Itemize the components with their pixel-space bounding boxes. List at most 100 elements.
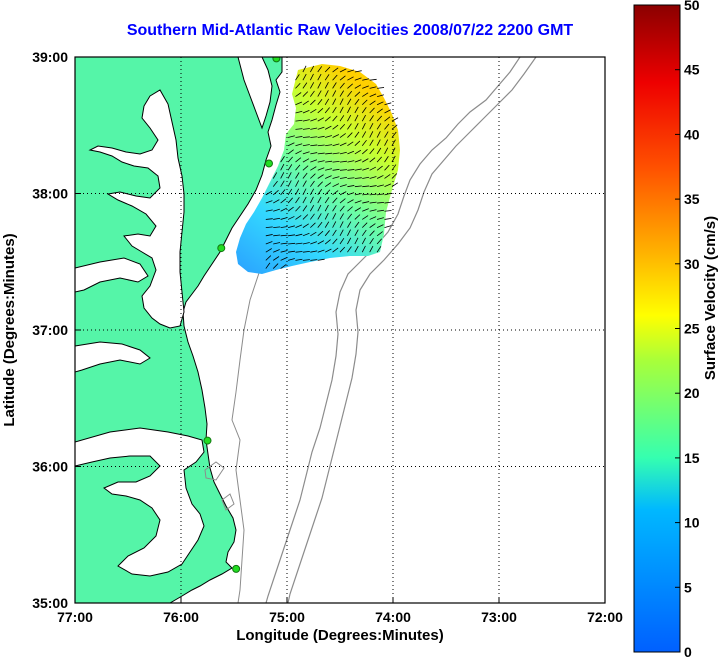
hf-radar-station: [203, 436, 212, 445]
velocity-arrow: [265, 226, 273, 229]
velocity-arrow: [324, 175, 332, 179]
velocity-arrow: [310, 144, 318, 147]
velocity-arrow: [376, 217, 384, 220]
velocity-arrow: [332, 190, 339, 196]
velocity-arrow: [361, 131, 367, 138]
velocity-arrow: [332, 74, 338, 81]
velocity-arrow: [339, 205, 345, 212]
velocity-arrow: [354, 214, 361, 220]
velocity-arrow: [347, 177, 355, 179]
velocity-arrow: [391, 124, 398, 130]
velocity-arrow: [280, 242, 288, 245]
velocity-arrow: [347, 132, 353, 138]
velocity-arrow: [339, 123, 346, 130]
velocity-arrow: [369, 209, 377, 212]
velocity-arrow: [272, 256, 280, 261]
velocity-arrow: [273, 249, 280, 253]
velocity-arrow: [325, 152, 333, 155]
velocity-arrow: [310, 222, 316, 228]
velocity-arrow: [369, 131, 374, 138]
velocity-arrow: [332, 238, 338, 245]
velocity-arrow: [265, 200, 273, 204]
velocity-arrow: [317, 174, 324, 179]
velocity-arrow: [310, 231, 317, 237]
velocity-arrow: [332, 161, 340, 163]
velocity-arrow: [309, 65, 315, 73]
velocity-arrow: [332, 197, 338, 204]
velocity-arrow: [391, 131, 397, 138]
y-tick-label: 37:00: [32, 322, 68, 338]
velocity-arrow: [339, 82, 345, 89]
velocity-arrow: [369, 157, 376, 163]
velocity-arrow: [354, 168, 362, 171]
velocity-arrow: [324, 107, 330, 114]
velocity-arrow: [265, 248, 272, 253]
x-tick-label: 77:00: [57, 609, 93, 625]
velocity-arrow: [295, 242, 303, 245]
velocity-arrow: [376, 131, 381, 138]
velocity-arrow: [310, 159, 318, 163]
velocity-arrow: [332, 168, 340, 171]
velocity-arrow: [317, 258, 325, 261]
hf-radar-station: [264, 159, 273, 168]
velocity-arrow: [369, 107, 375, 114]
velocity-arrow: [272, 172, 278, 179]
velocity-arrow: [347, 160, 355, 163]
velocity-arrow: [324, 230, 330, 237]
velocity-arrow: [362, 92, 369, 97]
x-axis-label: Longitude (Degrees:Minutes): [236, 627, 444, 644]
velocity-arrow: [369, 237, 374, 245]
velocity-arrow: [347, 114, 352, 122]
velocity-arrow: [310, 99, 316, 106]
velocity-arrow: [309, 213, 315, 220]
velocity-arrow: [295, 74, 300, 81]
velocity-arrow: [317, 98, 323, 106]
velocity-arrow: [295, 119, 303, 122]
velocity-arrow: [369, 216, 377, 220]
velocity-arrow: [302, 151, 310, 155]
velocity-arrow: [369, 100, 376, 106]
velocity-arrow: [377, 201, 385, 204]
velocity-arrow: [339, 75, 346, 81]
velocity-arrow: [302, 91, 309, 97]
velocity-arrow: [347, 150, 355, 155]
velocity-arrow: [265, 234, 273, 237]
velocity-arrow: [384, 217, 392, 220]
velocity-arrow: [354, 70, 362, 73]
velocity-arrow: [272, 263, 279, 269]
velocity-arrow: [354, 229, 359, 237]
velocity-arrow: [376, 147, 382, 155]
velocity-arrow: [347, 76, 354, 81]
velocity-arrow: [361, 107, 367, 114]
velocity-arrow: [287, 156, 293, 163]
velocity-arrow: [369, 230, 375, 237]
velocity-arrow: [295, 157, 302, 163]
velocity-arrow: [310, 118, 318, 122]
velocity-arrow: [354, 123, 359, 130]
velocity-arrow: [273, 208, 280, 212]
velocity-arrow: [295, 136, 303, 138]
x-tick-label: 73:00: [481, 609, 517, 625]
x-tick-label: 72:00: [587, 609, 623, 625]
velocity-arrow: [361, 229, 367, 237]
velocity-arrow: [302, 109, 310, 114]
velocity-arrow: [265, 209, 273, 212]
velocity-arrow: [347, 246, 352, 253]
velocity-arrow: [325, 144, 333, 147]
velocity-arrow: [265, 262, 271, 269]
y-tick-label: 38:00: [32, 186, 68, 202]
velocity-arrow: [361, 122, 366, 130]
velocity-arrow: [354, 91, 361, 97]
velocity-arrow: [295, 233, 303, 237]
velocity-arrow: [354, 207, 362, 212]
velocity-arrow: [339, 169, 348, 171]
velocity-arrow: [369, 93, 377, 97]
velocity-arrow: [325, 168, 333, 171]
velocity-arrow: [354, 131, 360, 138]
velocity-arrow: [332, 176, 340, 179]
velocity-arrow: [339, 176, 347, 179]
velocity-arrow: [384, 164, 390, 171]
velocity-arrow: [273, 234, 281, 237]
velocity-arrow: [347, 90, 353, 97]
velocity-arrow: [376, 246, 382, 253]
